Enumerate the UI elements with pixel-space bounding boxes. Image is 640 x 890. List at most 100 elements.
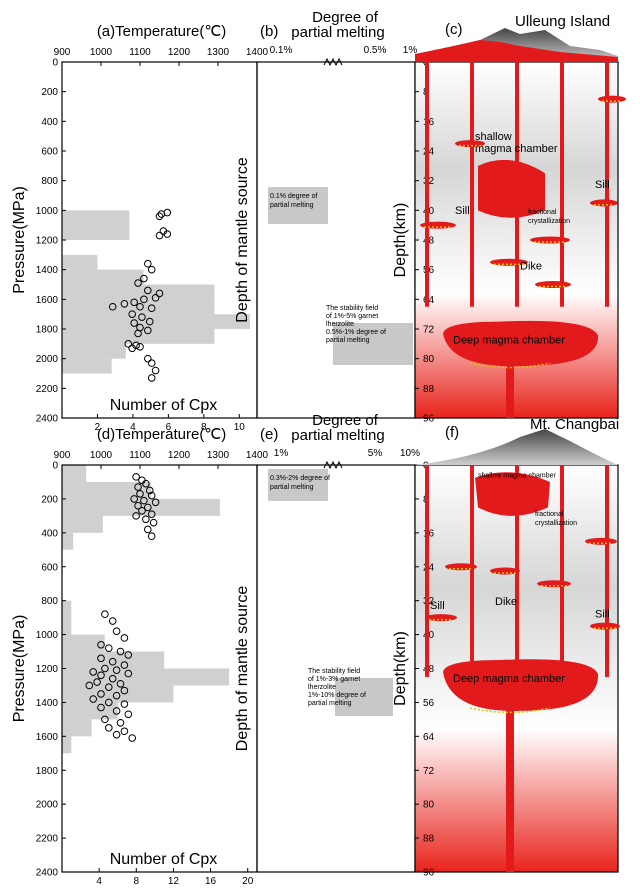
dike-conduit bbox=[425, 62, 429, 307]
deep-magma-chamber bbox=[443, 659, 599, 711]
depth-tick-label: 64 bbox=[423, 732, 435, 743]
melting-tick-label: 10% bbox=[400, 448, 420, 459]
cpx-point bbox=[144, 503, 152, 512]
histogram-bar bbox=[62, 736, 72, 754]
histogram-bar bbox=[62, 515, 103, 533]
cpx-point bbox=[120, 700, 129, 708]
temperature-tick-label: 1400 bbox=[246, 450, 269, 461]
pressure-tick-label: 600 bbox=[41, 147, 58, 158]
deep-chamber-label: Deep magma chamber bbox=[453, 673, 565, 685]
depth-tick-label: 72 bbox=[423, 325, 435, 336]
cpx-point bbox=[128, 734, 136, 742]
pressure-tick-label: 2000 bbox=[36, 800, 59, 811]
axis-break-mark bbox=[323, 460, 343, 470]
shallow-chamber-label: shallow magma chamber bbox=[478, 473, 556, 480]
cpx-point bbox=[144, 286, 152, 295]
count-tick-label: 8 bbox=[201, 422, 207, 433]
cpx-point bbox=[145, 486, 154, 495]
cpx-point bbox=[145, 317, 154, 326]
melting-title-line2: partial melting bbox=[291, 24, 384, 41]
histogram-bar bbox=[62, 617, 72, 635]
dike-conduit bbox=[470, 465, 474, 677]
cpx-point bbox=[108, 302, 117, 311]
pressure-tick-label: 1400 bbox=[36, 265, 59, 276]
cpx-point bbox=[144, 525, 152, 534]
cpx-point bbox=[120, 661, 129, 669]
histogram-bar bbox=[62, 702, 118, 720]
melting-panel-label: (b) bbox=[260, 23, 278, 40]
pressure-tick-label: 200 bbox=[41, 87, 58, 98]
depth-tick-label: 80 bbox=[423, 800, 435, 811]
cpx-point bbox=[140, 295, 148, 304]
cpx-point bbox=[97, 703, 105, 712]
cpx-point bbox=[97, 654, 105, 663]
cpx-point bbox=[105, 644, 113, 652]
axis-break-mark bbox=[323, 57, 343, 67]
cpx-point bbox=[120, 686, 129, 695]
pressure-tick-label: 200 bbox=[41, 494, 58, 505]
sill-label-right: Sill bbox=[595, 179, 610, 191]
cpx-point bbox=[85, 681, 94, 690]
melting-range-box-lower bbox=[335, 678, 393, 716]
melting-range-box-upper bbox=[268, 187, 328, 224]
fractional-crystallization-label: fractional crystallization bbox=[528, 209, 570, 225]
cpx-point bbox=[151, 366, 160, 375]
temperature-tick-label: 900 bbox=[54, 47, 71, 58]
cpx-point bbox=[132, 512, 140, 520]
cpx-point bbox=[108, 657, 117, 666]
cpx-point bbox=[128, 344, 136, 353]
sill bbox=[590, 622, 620, 630]
count-tick-label: 10 bbox=[234, 422, 246, 433]
depth-tick-label: 88 bbox=[423, 834, 435, 845]
volcano-lava-cap bbox=[415, 40, 618, 62]
temperature-tick-label: 1300 bbox=[207, 450, 230, 461]
cpx-point bbox=[105, 698, 113, 707]
sill bbox=[455, 140, 485, 148]
pressure-tick-label: 400 bbox=[41, 528, 58, 539]
pressure-tick-label: 1600 bbox=[36, 295, 59, 306]
cpx-point bbox=[134, 329, 142, 338]
pressure-tick-label: 1800 bbox=[36, 325, 59, 336]
pressure-tick-label: 0 bbox=[52, 58, 58, 69]
cpx-point bbox=[116, 718, 125, 727]
fractional-crystallization-label: fractional crystallization bbox=[535, 511, 577, 527]
temperature-title: (d)Temperature(℃) bbox=[97, 426, 226, 443]
histogram-bar bbox=[62, 254, 98, 270]
temperature-tick-label: 900 bbox=[54, 450, 71, 461]
cpx-point bbox=[138, 313, 146, 321]
cpx-point bbox=[130, 495, 138, 503]
cpx-point bbox=[124, 651, 133, 659]
cpx-point bbox=[163, 230, 172, 238]
cpx-point bbox=[124, 710, 133, 719]
cpx-point bbox=[147, 510, 156, 518]
histogram-bar bbox=[62, 284, 215, 300]
cpx-point bbox=[120, 634, 129, 642]
cpx-point bbox=[93, 678, 101, 686]
histogram-bar bbox=[62, 210, 130, 226]
pressure-tick-label: 1000 bbox=[36, 630, 59, 641]
location-name: Ulleung Island bbox=[515, 13, 610, 30]
sill-label-left: Sill bbox=[455, 205, 470, 217]
pressure-tick-label: 800 bbox=[41, 176, 58, 187]
cpx-point bbox=[108, 617, 117, 625]
histogram-bar bbox=[62, 685, 174, 703]
cpx-point bbox=[147, 491, 156, 500]
cpx-point bbox=[112, 691, 121, 700]
cpx-point bbox=[147, 304, 156, 313]
temperature-tick-label: 1400 bbox=[246, 47, 269, 58]
cpx-point bbox=[128, 310, 136, 318]
histogram-bar bbox=[62, 481, 152, 499]
depth-axis-label: Depth(km) bbox=[392, 631, 409, 706]
melting-range-label-lower: The stability field of 1%-3% garnet lherzo… bbox=[308, 668, 366, 707]
melting-title-line1: Degree of bbox=[312, 9, 379, 26]
section-panel-label: (c) bbox=[445, 21, 463, 38]
cpx-point bbox=[147, 359, 156, 367]
crystal-layer bbox=[469, 362, 551, 369]
cpx-point bbox=[130, 298, 138, 307]
melting-panel-label: (e) bbox=[260, 426, 278, 443]
depth-tick-label: 72 bbox=[423, 766, 435, 777]
cpx-point bbox=[101, 664, 109, 673]
melting-range-box-lower bbox=[333, 323, 413, 365]
cpx-point bbox=[144, 326, 152, 335]
count-tick-label: 20 bbox=[242, 876, 254, 887]
